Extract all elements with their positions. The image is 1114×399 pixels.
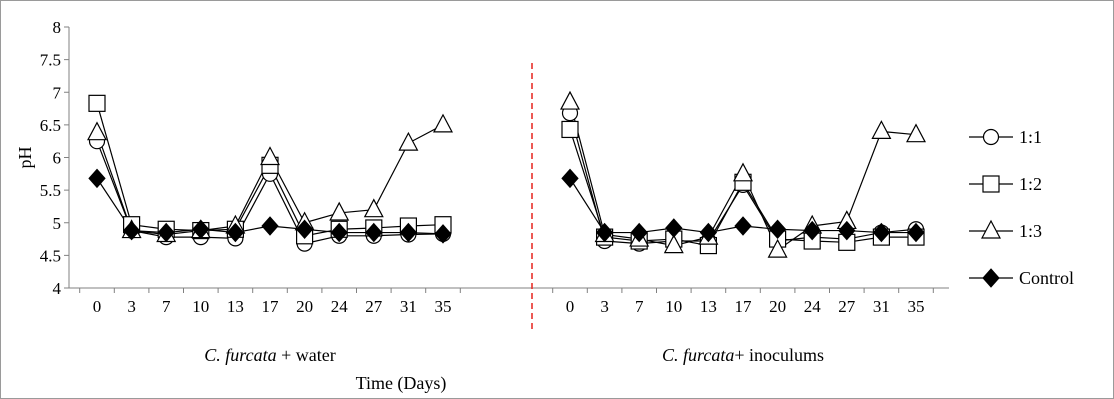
x-tick-label: 13 xyxy=(700,297,717,316)
group-label-rest: + water xyxy=(277,345,336,365)
x-tick-label: 31 xyxy=(400,297,417,316)
x-tick-label: 17 xyxy=(262,297,280,316)
data-point-triangle xyxy=(560,90,580,110)
x-tick-label: 27 xyxy=(838,297,856,316)
data-point-diamond xyxy=(434,224,452,244)
data-point-diamond xyxy=(630,222,648,243)
data-point-diamond xyxy=(872,222,891,243)
data-point-diamond xyxy=(838,220,856,241)
series-lines-layer xyxy=(96,101,917,252)
x-tick-label: 0 xyxy=(566,297,575,316)
data-point-triangle xyxy=(363,198,384,218)
legend: 1:1 1:2 1:3 Control xyxy=(969,127,1074,288)
x-axis-title: Time (Days) xyxy=(356,373,447,394)
y-tick-label: 8 xyxy=(53,18,62,37)
x-tick-label: 31 xyxy=(873,297,890,316)
data-point-diamond xyxy=(907,222,925,243)
y-tick-label: 5.5 xyxy=(40,181,61,200)
group-label-rest: + inoculums xyxy=(734,345,824,365)
x-tick-label: 24 xyxy=(804,297,822,316)
data-point-diamond xyxy=(595,222,614,243)
data-point-diamond xyxy=(399,222,418,243)
data-point-diamond xyxy=(768,219,787,240)
text-layer: 4 4.5 5 5.5 6 6.5 7 7.5 8 pH 0 3 7 10 13 17 20 24 27 31 35 C.… xyxy=(15,18,925,394)
data-point-triangle xyxy=(871,120,892,139)
x-tick-label: 0 xyxy=(93,297,102,316)
y-tick-label: 7 xyxy=(53,83,62,102)
x-tick-label: 24 xyxy=(331,297,349,316)
legend-marker-diamond xyxy=(982,268,1000,288)
data-point-diamond xyxy=(261,216,279,236)
data-point-square xyxy=(561,120,579,139)
x-tick-label: 3 xyxy=(600,297,609,316)
group-label-italic: C. furcata xyxy=(662,345,734,365)
x-tick-label: 17 xyxy=(735,297,753,316)
y-tick-label: 7.5 xyxy=(40,51,61,70)
x-tick-label: 10 xyxy=(192,297,209,316)
legend-marker-square xyxy=(982,175,1000,193)
data-point-diamond xyxy=(226,222,245,243)
data-point-triangle xyxy=(398,131,419,151)
x-tick-label: 35 xyxy=(908,297,925,316)
legend-label: Control xyxy=(1019,268,1074,288)
data-point-diamond xyxy=(561,168,579,189)
data-point-triangle xyxy=(906,123,926,143)
series-markers-layer xyxy=(87,90,926,258)
x-tick-label: 35 xyxy=(435,297,452,316)
data-point-diamond xyxy=(192,219,210,240)
data-point-diamond xyxy=(88,168,106,189)
data-point-diamond xyxy=(330,222,348,243)
data-point-diamond xyxy=(665,218,683,238)
group-label: C. furcata + water xyxy=(204,345,335,365)
data-point-triangle xyxy=(767,238,788,258)
group-label: C. furcata+ inoculums xyxy=(662,345,824,365)
data-point-diamond xyxy=(157,222,175,243)
x-tick-label: 20 xyxy=(769,297,786,316)
x-tick-label: 13 xyxy=(227,297,244,316)
x-tick-label: 7 xyxy=(162,297,171,316)
y-axis-title: pH xyxy=(15,147,35,169)
data-point-diamond xyxy=(734,216,752,236)
y-tick-label: 4.5 xyxy=(40,246,61,265)
x-tick-label: 20 xyxy=(296,297,313,316)
y-tick-label: 4 xyxy=(53,279,62,298)
data-point-triangle xyxy=(733,162,753,182)
legend-marker-triangle xyxy=(981,219,1001,239)
data-point-triangle xyxy=(260,146,280,166)
legend-marker-circle xyxy=(982,128,1000,146)
group-label-italic: C. furcata xyxy=(204,345,276,365)
data-point-triangle xyxy=(87,121,107,141)
legend-label: 1:1 xyxy=(1019,127,1042,147)
x-tick-label: 10 xyxy=(665,297,682,316)
legend-label: 1:2 xyxy=(1019,174,1042,194)
x-tick-label: 7 xyxy=(635,297,644,316)
y-tick-label: 5 xyxy=(53,214,62,233)
y-tick-label: 6.5 xyxy=(40,116,61,135)
data-point-diamond xyxy=(122,220,141,241)
data-point-diamond xyxy=(803,220,821,241)
x-tick-label: 27 xyxy=(365,297,383,316)
data-point-triangle xyxy=(663,234,684,254)
data-point-diamond xyxy=(295,219,314,240)
axes-layer xyxy=(64,26,949,331)
data-point-triangle xyxy=(329,201,350,221)
data-point-diamond xyxy=(699,222,718,243)
data-point-diamond xyxy=(365,222,383,243)
x-tick-label: 3 xyxy=(127,297,136,316)
data-point-triangle xyxy=(433,113,453,133)
legend-label: 1:3 xyxy=(1019,221,1042,241)
y-tick-label: 6 xyxy=(53,149,62,168)
data-point-square xyxy=(88,94,106,112)
